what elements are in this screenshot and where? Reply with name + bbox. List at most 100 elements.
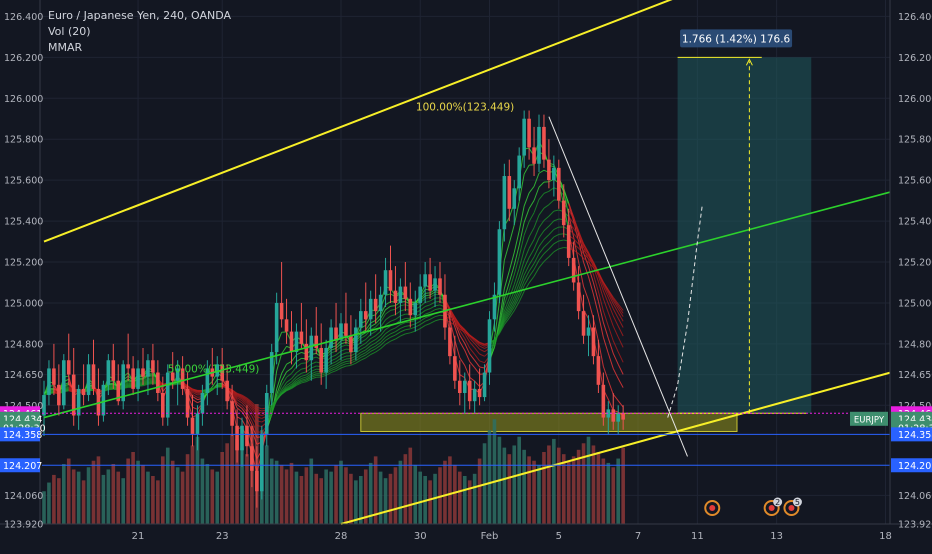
candle-body-12 — [102, 385, 106, 416]
volume-bar-110 — [587, 437, 591, 524]
volume-indicator-label[interactable]: Vol (20) — [48, 24, 231, 40]
volume-bar-47 — [275, 461, 279, 524]
candle-body-20 — [141, 368, 145, 376]
candle-body-100 — [537, 127, 541, 164]
candle-body-97 — [522, 119, 526, 156]
x-tick-8: 13 — [770, 531, 783, 542]
volume-bar-72 — [399, 461, 403, 524]
volume-bar-7 — [77, 472, 81, 524]
volume-bar-97 — [522, 450, 526, 524]
candle-body-117 — [621, 413, 625, 419]
candle-body-82 — [448, 328, 452, 357]
candle-body-84 — [458, 381, 462, 393]
candle-body-83 — [453, 356, 457, 381]
target-zone — [678, 57, 812, 413]
candle-body-17 — [126, 364, 130, 368]
candle-body-101 — [542, 127, 546, 160]
volume-bar-111 — [592, 445, 596, 524]
volume-bar-27 — [176, 467, 180, 524]
candle-body-57 — [324, 348, 328, 373]
volume-bar-57 — [324, 469, 328, 524]
volume-bar-4 — [62, 464, 66, 524]
x-tick-1: 23 — [216, 531, 229, 542]
volume-bar-20 — [141, 465, 145, 524]
volume-bar-25 — [166, 448, 170, 524]
volume-bar-113 — [602, 459, 606, 524]
mmar-line-8-62 — [346, 358, 351, 359]
candle-body-18 — [131, 368, 135, 388]
event-dot-1 — [769, 505, 775, 511]
y-tick-right-12: 123.920 — [898, 520, 932, 531]
candle-body-77 — [423, 274, 427, 286]
volume-bar-112 — [597, 452, 601, 524]
candle-body-63 — [354, 328, 358, 353]
volume-bar-59 — [334, 465, 338, 524]
mmar-line-3-71 — [391, 306, 396, 307]
candle-body-116 — [616, 413, 620, 421]
volume-bar-74 — [409, 448, 413, 524]
volume-bar-53 — [305, 467, 309, 524]
candle-body-115 — [611, 409, 615, 421]
price-badge-left-text-3: 124.358 — [3, 430, 42, 441]
volume-bar-88 — [478, 459, 482, 524]
price-badge-left-text-4: 124.207 — [3, 461, 42, 472]
volume-bar-46 — [270, 459, 274, 524]
candle-body-67 — [374, 299, 378, 311]
x-tick-7: 11 — [691, 531, 704, 542]
candle-body-109 — [582, 311, 586, 336]
volume-bar-45 — [265, 445, 269, 524]
candle-body-103 — [552, 168, 556, 180]
candle-body-37 — [225, 381, 229, 401]
y-tick-right-2: 126.000 — [898, 94, 932, 105]
candle-92 — [498, 221, 502, 303]
event-dot-0 — [709, 505, 715, 511]
candle-body-110 — [587, 328, 591, 336]
candle-body-4 — [62, 360, 66, 405]
volume-bar-34 — [211, 469, 215, 524]
volume-bar-107 — [572, 456, 576, 524]
volume-bar-50 — [290, 463, 294, 524]
candle-body-90 — [488, 319, 492, 372]
volume-bar-93 — [503, 448, 507, 524]
candle-body-1 — [47, 368, 51, 395]
volume-bar-32 — [201, 459, 205, 524]
volume-bar-104 — [557, 448, 561, 524]
volume-bar-3 — [57, 478, 61, 524]
candle-body-79 — [433, 278, 437, 290]
volume-bar-14 — [112, 464, 116, 524]
candle-body-42 — [250, 446, 254, 471]
candle-body-31 — [196, 413, 200, 433]
volume-bar-35 — [215, 472, 219, 524]
candle-body-30 — [191, 418, 195, 434]
volume-bar-51 — [295, 472, 299, 524]
mmar-indicator-label[interactable]: MMAR — [48, 40, 231, 56]
y-tick-right-6: 125.200 — [898, 258, 932, 269]
candle-body-47 — [275, 303, 279, 352]
candle-body-7 — [77, 389, 81, 416]
candle-body-87 — [473, 389, 477, 401]
candle-body-98 — [527, 119, 531, 148]
volume-bar-13 — [107, 469, 111, 524]
volume-bar-68 — [379, 472, 383, 524]
volume-bar-9 — [87, 467, 91, 524]
volume-bar-49 — [285, 469, 289, 524]
volume-bar-52 — [300, 476, 304, 524]
y-tick-right-7: 125.000 — [898, 298, 932, 309]
y-tick-left-9: 124.650 — [4, 370, 43, 381]
volume-bar-115 — [611, 467, 615, 524]
y-tick-left-12: 123.920 — [4, 520, 43, 531]
candle-body-89 — [483, 373, 487, 398]
event-dot-2 — [788, 505, 794, 511]
price-badge-right-text-3: 124.358 — [898, 430, 932, 441]
candle-body-40 — [240, 426, 244, 451]
mmar-line-8-74 — [405, 322, 410, 323]
symbol-title[interactable]: Euro / Japanese Yen, 240, OANDA — [48, 8, 231, 24]
volume-bar-15 — [116, 472, 120, 524]
volume-bar-36 — [220, 452, 224, 524]
candle-body-49 — [285, 319, 289, 331]
candle-body-99 — [532, 147, 536, 163]
volume-bar-82 — [448, 456, 452, 524]
volume-bar-117 — [621, 448, 625, 524]
